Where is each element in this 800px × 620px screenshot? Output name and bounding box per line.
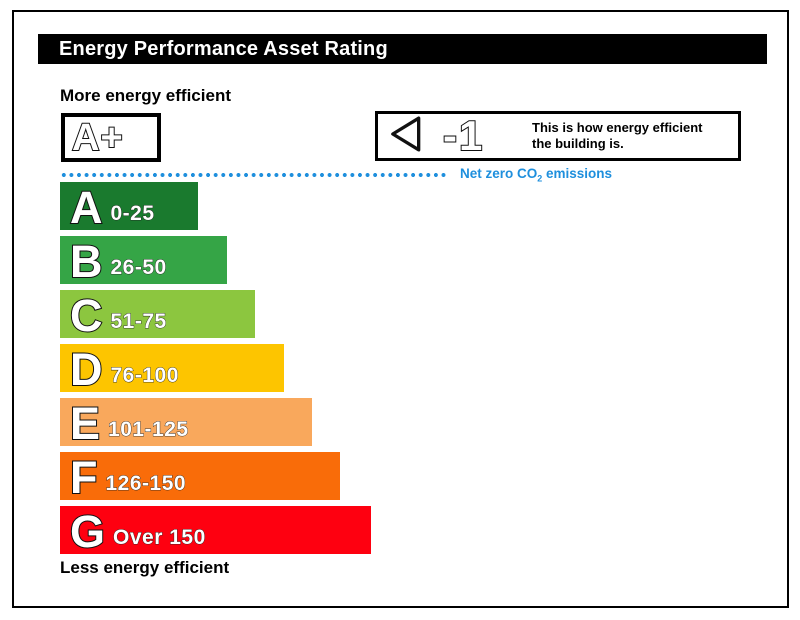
net-zero-row: Net zero CO2 emissions <box>60 166 760 184</box>
band-letter: G <box>69 506 106 557</box>
certificate-frame: Energy Performance Asset Rating More ene… <box>12 10 789 608</box>
band-letter: A <box>69 182 103 233</box>
band-range: 76-100 <box>110 364 179 388</box>
band-row-g: G Over 150 <box>60 506 371 557</box>
net-zero-dotted-line <box>60 172 446 178</box>
less-efficient-label: Less energy efficient <box>60 558 230 577</box>
band-row-a: A 0-25 <box>60 182 198 233</box>
rating-value: -1 <box>442 112 485 159</box>
band-row-f: F 126-150 <box>60 452 340 503</box>
band-letter: E <box>69 398 101 449</box>
band-range: 51-75 <box>110 310 167 334</box>
band-row-b: B 26-50 <box>60 236 227 287</box>
band-letter: C <box>69 290 103 341</box>
band-range: 101-125 <box>108 418 189 442</box>
a-plus-band-box: A+ <box>61 113 161 162</box>
page-title: Energy Performance Asset Rating <box>59 37 388 60</box>
band-letter: F <box>69 452 98 503</box>
rating-description: This is how energy efficient the buildin… <box>532 120 728 152</box>
band-row-d: D 76-100 <box>60 344 284 395</box>
band-row-e: E 101-125 <box>60 398 312 449</box>
band-range: 26-50 <box>110 256 167 280</box>
rating-bands: A 0-25 B 26-50 C 51-75 D 76-100 E 101-125 F 126-150… <box>60 182 371 560</box>
band-range: 126-150 <box>105 472 187 496</box>
rating-description-line1: This is how energy efficient <box>532 120 703 135</box>
current-rating-box: -1 This is how energy efficient the buil… <box>375 111 741 161</box>
co2-subscript: 2 <box>537 173 543 184</box>
header-bar: Energy Performance Asset Rating <box>38 34 767 64</box>
more-efficient-label: More energy efficient <box>60 86 231 105</box>
net-zero-label: Net zero CO2 emissions <box>460 166 613 184</box>
rating-description-line2: the building is. <box>532 136 624 151</box>
a-plus-band-label: A+ <box>71 116 124 159</box>
left-arrow-icon <box>387 114 427 159</box>
band-range: Over 150 <box>113 526 206 550</box>
band-letter: D <box>69 344 103 395</box>
band-row-c: C 51-75 <box>60 290 255 341</box>
band-range: 0-25 <box>110 202 155 226</box>
band-letter: B <box>69 236 103 287</box>
